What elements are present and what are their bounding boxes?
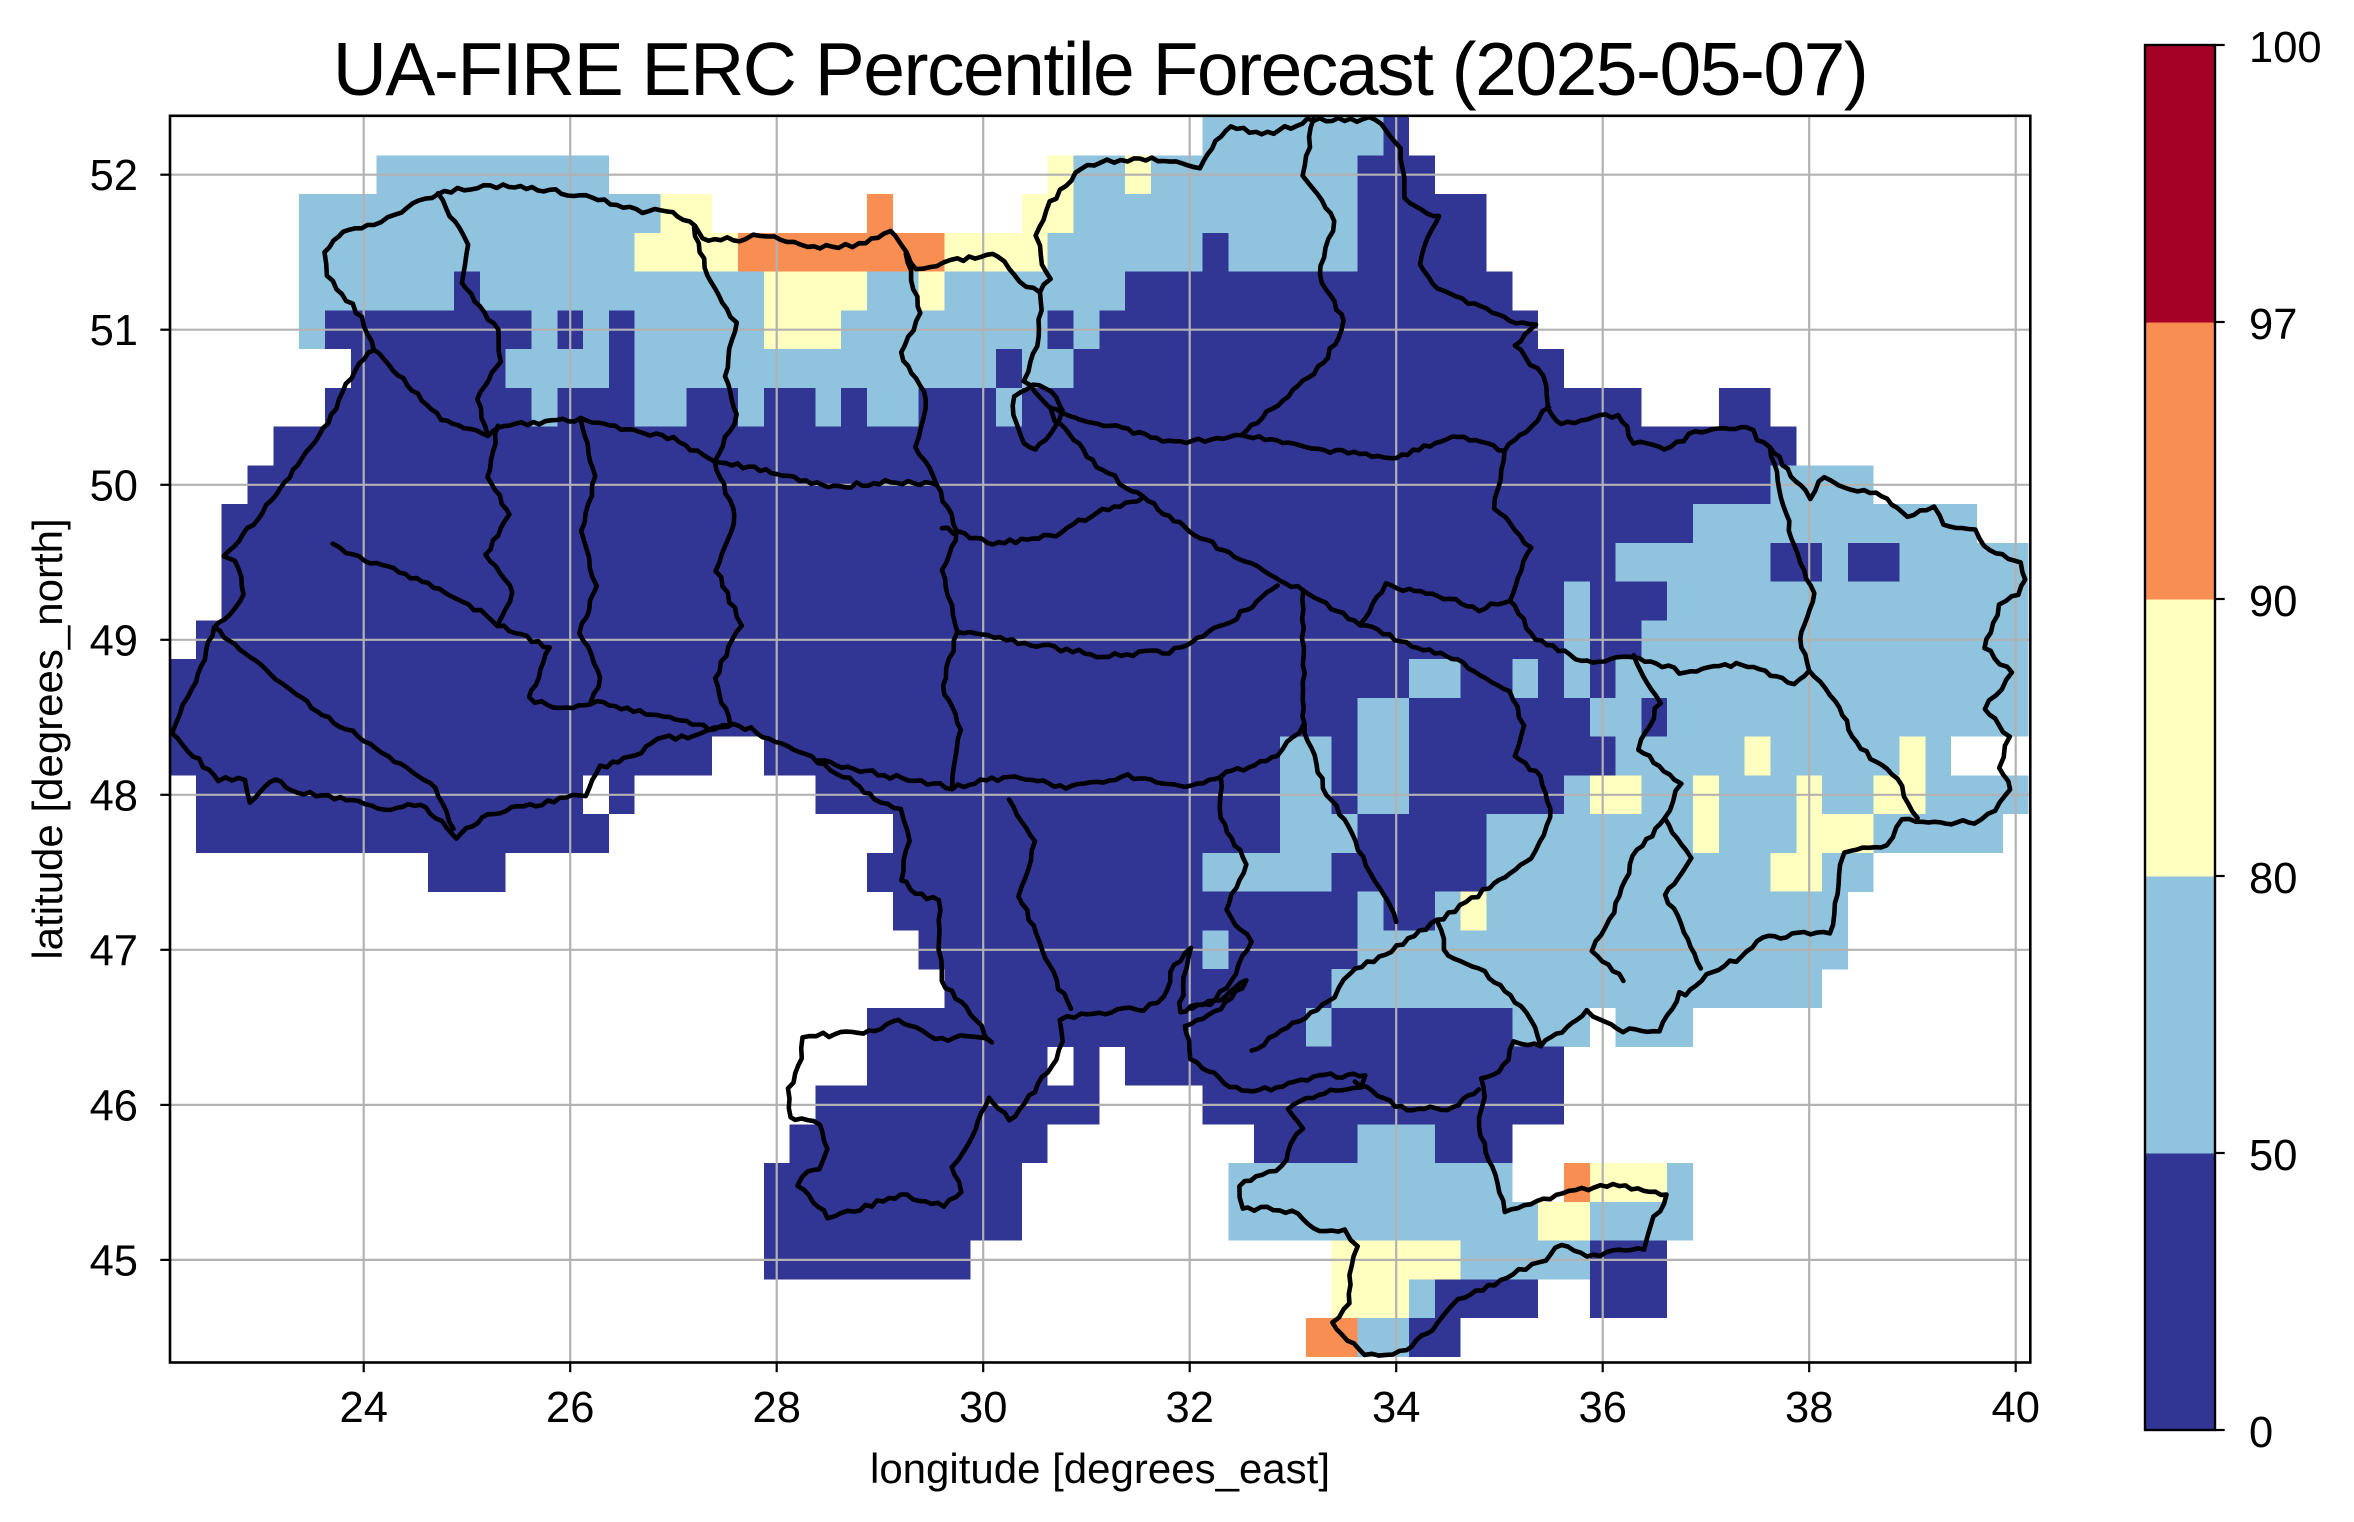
svg-text:52: 52 bbox=[90, 152, 138, 200]
svg-text:28: 28 bbox=[753, 1384, 801, 1432]
svg-text:32: 32 bbox=[1166, 1384, 1214, 1432]
svg-text:46: 46 bbox=[90, 1082, 138, 1130]
svg-text:40: 40 bbox=[1992, 1384, 2040, 1432]
svg-text:51: 51 bbox=[90, 307, 138, 355]
svg-text:80: 80 bbox=[2249, 855, 2297, 903]
svg-text:47: 47 bbox=[90, 927, 138, 975]
svg-text:24: 24 bbox=[340, 1384, 388, 1432]
svg-text:longitude [degrees_east]: longitude [degrees_east] bbox=[870, 1445, 1330, 1492]
svg-text:50: 50 bbox=[90, 462, 138, 510]
svg-text:26: 26 bbox=[546, 1384, 594, 1432]
svg-text:34: 34 bbox=[1372, 1384, 1420, 1432]
svg-text:48: 48 bbox=[90, 772, 138, 820]
svg-text:100: 100 bbox=[2249, 24, 2322, 72]
svg-text:latitude [degrees_north]: latitude [degrees_north] bbox=[24, 518, 71, 959]
svg-text:90: 90 bbox=[2249, 578, 2297, 626]
svg-text:UA-FIRE ERC Percentile Forecas: UA-FIRE ERC Percentile Forecast (2025-05… bbox=[333, 27, 1868, 111]
svg-text:30: 30 bbox=[959, 1384, 1007, 1432]
svg-text:38: 38 bbox=[1785, 1384, 1833, 1432]
svg-text:0: 0 bbox=[2249, 1409, 2273, 1457]
svg-text:45: 45 bbox=[90, 1237, 138, 1285]
svg-text:49: 49 bbox=[90, 617, 138, 665]
svg-text:97: 97 bbox=[2249, 301, 2297, 349]
svg-text:50: 50 bbox=[2249, 1132, 2297, 1180]
svg-text:36: 36 bbox=[1579, 1384, 1627, 1432]
